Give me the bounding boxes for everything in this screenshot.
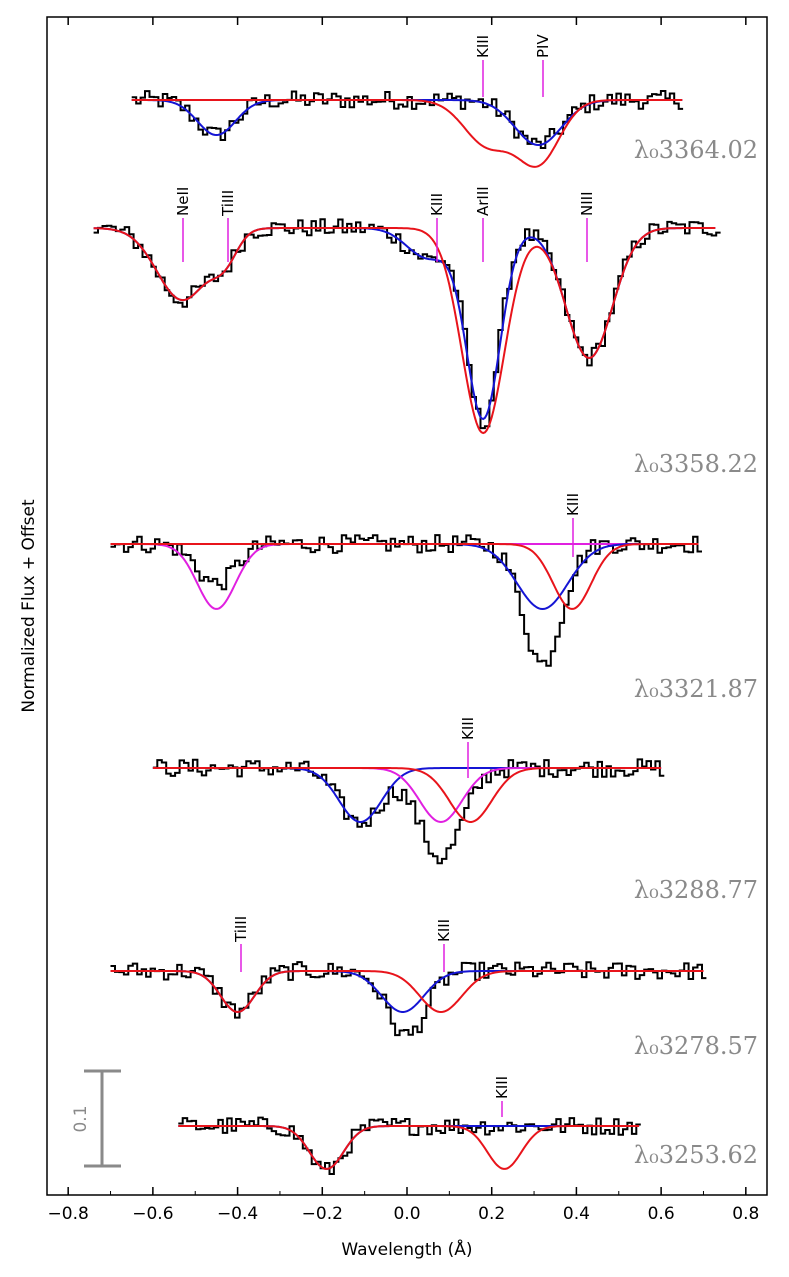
model-fit-red xyxy=(131,99,683,168)
spectrum-panel: KIII λ₀3321.87 xyxy=(110,493,758,703)
scale-bar-label: 0.1 xyxy=(71,1105,91,1132)
spectrum-panel: KIII λ₀3253.62 xyxy=(178,1076,758,1175)
observed-spectrum xyxy=(131,90,684,149)
spectrum-panel: KIII PIV λ₀3364.02 xyxy=(131,34,758,168)
ion-marker-label: KIII xyxy=(493,1076,511,1099)
x-tick-label: 0.4 xyxy=(563,1204,590,1224)
model-fit-red xyxy=(152,767,662,823)
model-fit-red xyxy=(178,1125,640,1170)
panel-wavelength-label: λ₀3321.87 xyxy=(634,675,758,703)
panel-wavelength-label: λ₀3288.77 xyxy=(634,876,758,904)
x-axis-title: Wavelength (Å) xyxy=(341,1238,472,1260)
y-axis-title: Normalized Flux + Offset xyxy=(19,499,39,713)
ion-marker-label: PIV xyxy=(534,34,552,58)
ion-marker-label: ArIII xyxy=(474,186,492,216)
ion-marker-label: TiIII xyxy=(232,916,250,943)
observed-spectrum xyxy=(110,961,707,1037)
x-tick-label: 0.2 xyxy=(478,1204,505,1224)
panel-wavelength-label: λ₀3358.22 xyxy=(634,450,758,478)
ion-marker-label: KIII xyxy=(459,717,477,740)
x-tick-label: −0.2 xyxy=(302,1204,343,1224)
model-fit-red xyxy=(110,970,704,1014)
spectrum-panel: TiIII KIII λ₀3278.57 xyxy=(110,916,758,1060)
ion-marker-label: NIII xyxy=(578,192,596,217)
spectrum-panel: KIII λ₀3288.77 xyxy=(152,717,758,904)
ion-marker-label: KIII xyxy=(435,919,453,942)
ion-marker-label: NeII xyxy=(174,187,192,216)
x-axis: −0.8 −0.6 −0.4 −0.2 0.0 0.2 0.4 0.6 0.8 xyxy=(48,17,759,1224)
x-tick-label: 0.0 xyxy=(393,1204,420,1224)
panel-wavelength-label: λ₀3364.02 xyxy=(634,136,758,164)
ion-marker-label: TiIII xyxy=(219,190,237,217)
ion-marker-label: KIII xyxy=(474,35,492,58)
observed-spectrum xyxy=(93,218,721,430)
x-tick-label: −0.8 xyxy=(48,1204,89,1224)
spectrum-panel: NeII TiIII KIII ArIII NIII λ₀3358.22 xyxy=(93,186,758,478)
panel-wavelength-label: λ₀3253.62 xyxy=(634,1141,758,1169)
ion-marker-label: KIII xyxy=(428,193,446,216)
ion-marker-label: KIII xyxy=(564,493,582,516)
panel-wavelength-label: λ₀3278.57 xyxy=(634,1032,758,1060)
plot-area: KIII PIV λ₀3364.02 NeII TiIII KIII ArIII NIII λ₀… xyxy=(93,34,758,1175)
x-tick-label: −0.4 xyxy=(217,1204,258,1224)
x-tick-label: 0.6 xyxy=(648,1204,675,1224)
scale-bar: 0.1 xyxy=(71,1069,121,1168)
x-tick-label: −0.6 xyxy=(132,1204,173,1224)
model-fit-red xyxy=(93,227,716,435)
model-fit-red xyxy=(110,543,699,610)
x-tick-label: 0.8 xyxy=(732,1204,759,1224)
